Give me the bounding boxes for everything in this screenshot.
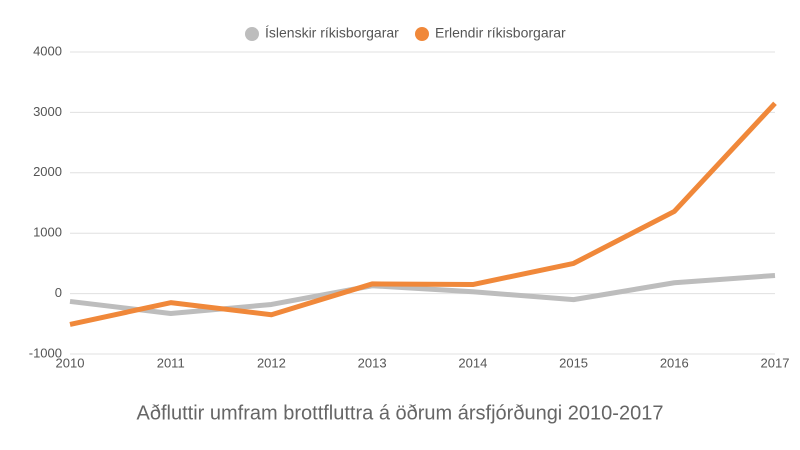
x-tick-label: 2013 bbox=[358, 355, 387, 370]
y-tick-label: 2000 bbox=[33, 164, 62, 179]
x-tick-label: 2017 bbox=[761, 355, 790, 370]
chart-title: Aðfluttir umfram brottfluttra á öðrum ár… bbox=[137, 402, 664, 424]
y-tick-label: 4000 bbox=[33, 43, 62, 58]
y-tick-label: 0 bbox=[55, 285, 62, 300]
x-tick-label: 2014 bbox=[458, 355, 487, 370]
legend-label: Íslenskir ríkisborgarar bbox=[265, 25, 399, 41]
x-tick-label: 2010 bbox=[56, 355, 85, 370]
y-tick-label: 1000 bbox=[33, 225, 62, 240]
y-tick-label: 3000 bbox=[33, 104, 62, 119]
legend-marker bbox=[245, 27, 259, 41]
legend-label: Erlendir ríkisborgarar bbox=[435, 25, 566, 41]
legend-marker bbox=[415, 27, 429, 41]
x-tick-label: 2012 bbox=[257, 355, 286, 370]
x-tick-label: 2016 bbox=[660, 355, 689, 370]
x-tick-label: 2015 bbox=[559, 355, 588, 370]
series-line bbox=[69, 101, 777, 327]
x-tick-label: 2011 bbox=[157, 355, 185, 370]
series-line bbox=[69, 272, 776, 317]
y-tick-label: -1000 bbox=[29, 345, 62, 360]
